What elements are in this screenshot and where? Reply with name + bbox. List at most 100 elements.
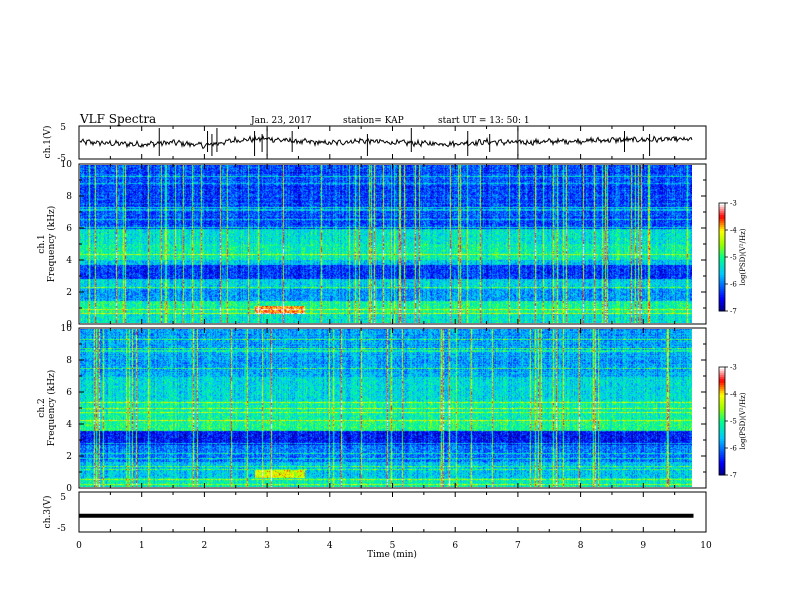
ch1-spec-ylabel-channel: ch.1	[37, 234, 47, 253]
colorbar-cell	[719, 463, 725, 466]
colorbar-cell	[719, 397, 725, 400]
time-tick-label: 7	[515, 541, 521, 551]
colorbar-cell	[719, 267, 725, 270]
ch1-ytick-top: 5	[60, 123, 66, 133]
freq-tick-label: 8	[66, 192, 72, 202]
colorbar-cell	[719, 451, 725, 454]
ch1-spectrogram-image-wrap	[80, 165, 692, 323]
ch1-spec-ylabel-line1: ch.1	[37, 234, 47, 253]
colorbar-cell	[719, 231, 725, 234]
freq-tick-label: 2	[66, 288, 72, 298]
time-tick-label: 2	[202, 541, 208, 551]
colorbar-cell	[719, 443, 725, 446]
colorbar-cell	[719, 429, 725, 432]
colorbar-cell	[719, 257, 725, 260]
colorbar-cell	[719, 265, 725, 268]
colorbar-cell	[719, 229, 725, 232]
freq-tick-label: 8	[66, 356, 72, 366]
colorbar-cell	[719, 385, 725, 388]
colorbar-tick-label: -6	[730, 281, 737, 289]
freq-tick-label: 10	[61, 324, 73, 334]
ch2-spec-ylabel-freq: Frequency (kHz)	[46, 370, 57, 447]
colorbar-cell	[719, 219, 725, 222]
colorbar-tick-label: -5	[730, 418, 737, 426]
colorbar-cell	[719, 287, 725, 290]
colorbar-cell	[719, 369, 725, 372]
colorbar-cell	[719, 415, 725, 418]
colorbar-cell	[719, 473, 725, 476]
time-tick-label: 3	[264, 541, 270, 551]
colorbar-cell	[719, 423, 725, 426]
colorbar-cell	[719, 247, 725, 250]
colorbar-tick-label: -4	[730, 391, 737, 399]
time-tick-label: 1	[139, 541, 145, 551]
ch1-colorbar: -3 -4 -5 -6 -7 log(PSD)(V²/Hz)	[718, 200, 747, 316]
colorbar-cell	[719, 283, 725, 286]
ch1-spectrogram-panel: 0 2 4 6 8 10 ch.1 Frequency (kHz)	[37, 160, 707, 330]
ch2-spectrogram-panel: 0 2 4 6 8 10 ch.2 Frequency (kHz)	[37, 324, 707, 494]
colorbar-cell	[719, 289, 725, 292]
ch1-spec-ylabel-freq: Frequency (kHz)	[46, 206, 57, 283]
colorbar-cell	[719, 439, 725, 442]
colorbar-cell	[719, 227, 725, 230]
colorbar-cell	[719, 381, 725, 384]
ch2-spec-ylabel-channel: ch.2	[37, 398, 47, 417]
colorbar-cell	[719, 307, 725, 310]
colorbar-cell	[719, 279, 725, 282]
ch2-colorbar: -3 -4 -5 -6 -7 log(PSD)(V²/Hz)	[718, 364, 747, 480]
colorbar-tick-label: -4	[730, 227, 737, 235]
colorbar-cell	[719, 259, 725, 262]
colorbar-cell	[719, 299, 725, 302]
colorbar-cell	[719, 445, 725, 448]
colorbar-cell	[719, 391, 725, 394]
time-tick-label: 0	[76, 541, 82, 551]
colorbar-cell	[719, 431, 725, 434]
colorbar-cell	[719, 459, 725, 462]
time-tick-label: 6	[452, 541, 458, 551]
colorbar-tick-label: -3	[730, 200, 737, 208]
time-tick-label: 8	[578, 541, 584, 551]
colorbar-cell	[719, 203, 725, 206]
colorbar-cell	[719, 387, 725, 390]
colorbar-cell	[719, 217, 725, 220]
colorbar-cell	[719, 273, 725, 276]
ch3-ytick-top: 5	[60, 493, 66, 503]
colorbar-cell	[719, 403, 725, 406]
colorbar-cell	[719, 225, 725, 228]
colorbar-cell	[719, 295, 725, 298]
colorbar-cell	[719, 419, 725, 422]
figure-title: VLF Spectra	[79, 112, 156, 126]
time-axis-label: Time (min)	[367, 549, 417, 560]
ch3-ytick-bottom: -5	[57, 524, 66, 534]
colorbar-cell	[719, 461, 725, 464]
colorbar-cell	[719, 389, 725, 392]
colorbar-cell	[719, 425, 725, 428]
colorbar-cell	[719, 235, 725, 238]
ch2-freq-ticks: 0 2 4 6 8 10	[61, 324, 706, 494]
colorbar-cell	[719, 455, 725, 458]
colorbar-cell	[719, 371, 725, 374]
colorbar-cell	[719, 465, 725, 468]
ch1-waveform-line	[79, 134, 693, 150]
colorbar-cell	[719, 249, 725, 252]
colorbar-tick-label: -7	[730, 472, 737, 480]
time-axis-ticks: 0 1 2 3 4 5 6 7 8 9 10	[76, 126, 712, 551]
colorbar-cell	[719, 417, 725, 420]
colorbar-cell	[719, 379, 725, 382]
ch1-spikes	[158, 128, 651, 156]
colorbar-cell	[719, 255, 725, 258]
ch3-ylabel: ch.3(V)	[42, 496, 53, 529]
colorbar-cell	[719, 223, 725, 226]
colorbar-cell	[719, 297, 725, 300]
colorbar-cell	[719, 383, 725, 386]
time-tick-label: 10	[700, 541, 712, 551]
colorbar-tick-label: -5	[730, 254, 737, 262]
ch2-spectrogram-image-wrap	[80, 329, 692, 487]
time-tick-label: 5	[390, 541, 396, 551]
colorbar-cell	[719, 215, 725, 218]
colorbar-cell	[719, 433, 725, 436]
colorbar-cell	[719, 427, 725, 430]
freq-tick-label: 0	[66, 484, 72, 494]
ch1-spectrogram-image	[80, 165, 692, 323]
colorbar-cell	[719, 453, 725, 456]
